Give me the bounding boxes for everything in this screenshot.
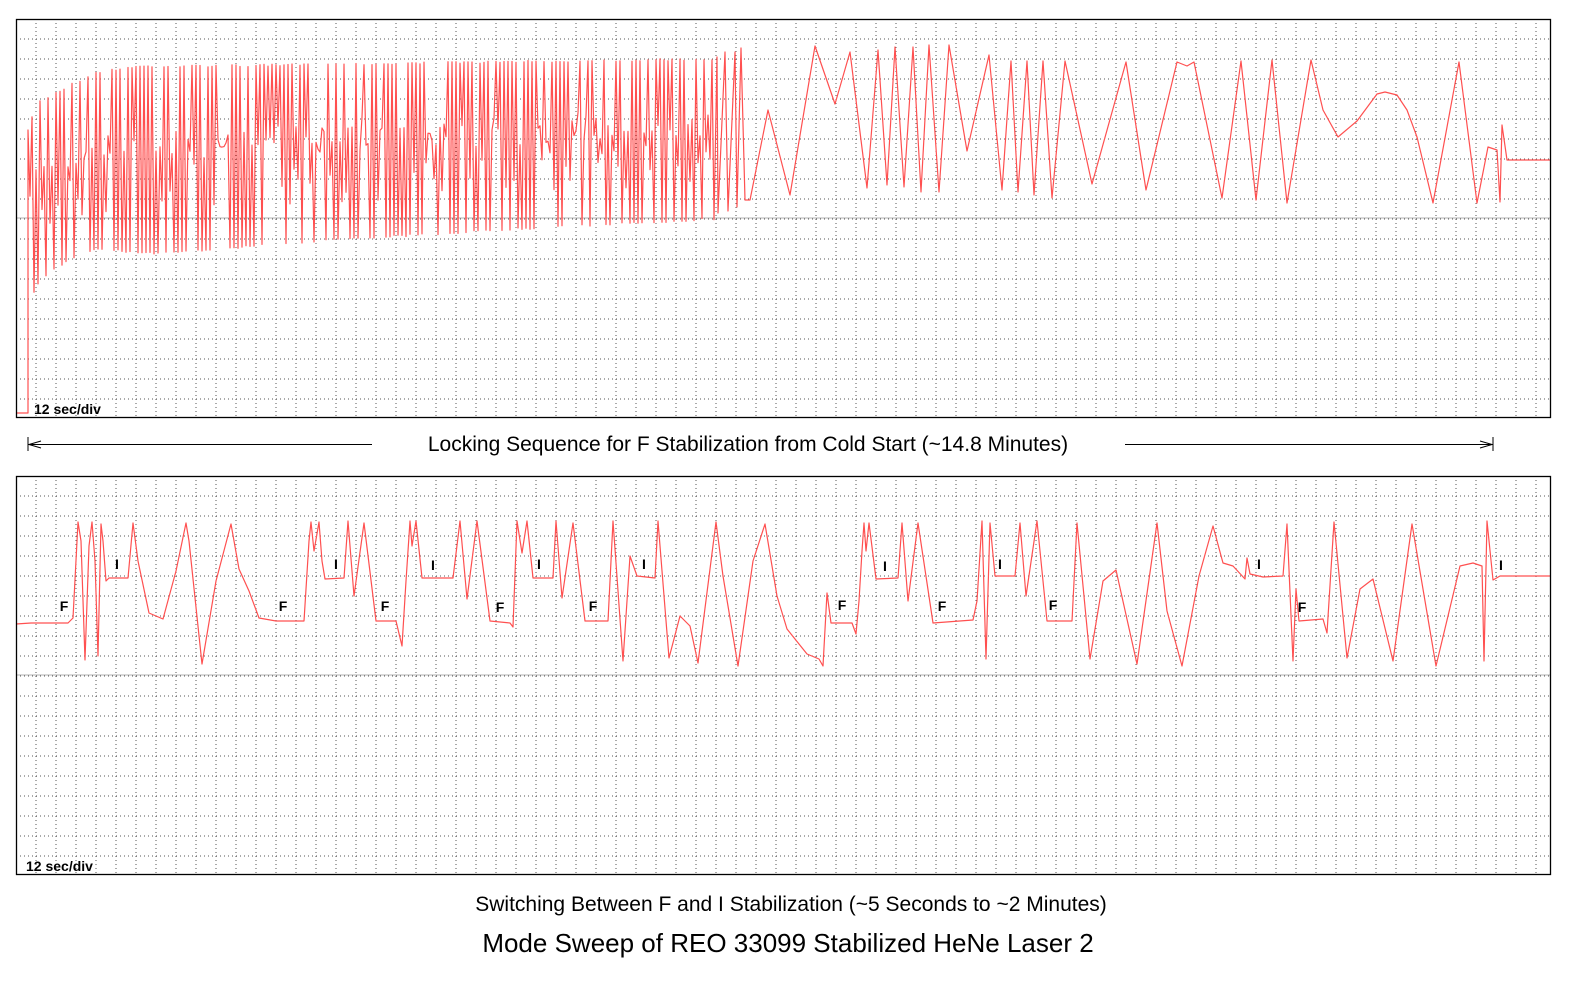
scale-label: 12 sec/div [26,858,93,874]
mode-label-i: I [998,556,1002,572]
mode-label-i: I [537,556,541,572]
arrow-head-left [28,440,42,449]
mode-label-i: I [883,558,887,574]
mode-label-i: I [115,556,119,572]
mode-label-i: I [1257,556,1261,572]
mode-label-f: F [381,598,390,614]
figure-title: Mode Sweep of REO 33099 Stabilized HeNe … [482,928,1093,958]
bottom-panel-switching: F I F I F I F I F I F I F I F I F I 12 sec/div [15,475,1552,876]
top-panel-locking-sequence: 12 sec/div [15,18,1552,419]
mode-label-i: I [1499,557,1503,573]
mode-label-i: I [334,556,338,572]
arrow-head-right [1479,440,1493,449]
signal-trace [16,44,1550,414]
mode-label-f: F [1049,597,1058,613]
panel-frame [15,475,1552,876]
mode-label-f: F [938,598,947,614]
panel-frame [15,18,1552,419]
mode-label-f: F [496,599,505,615]
mode-label-f: F [60,598,69,614]
top-caption: Locking Sequence for F Stabilization fro… [428,433,1068,456]
bottom-caption: Switching Between F and I Stabilization … [475,893,1107,916]
mode-label-i: I [431,557,435,573]
mode-label-f: F [589,598,598,614]
mode-label-i: I [642,556,646,572]
mode-label-f: F [279,598,288,614]
span-arrow [27,437,1494,451]
signal-trace [15,520,1550,667]
scale-label: 12 sec/div [34,401,101,417]
mode-label-f: F [1298,599,1307,615]
mode-label-f: F [838,597,847,613]
